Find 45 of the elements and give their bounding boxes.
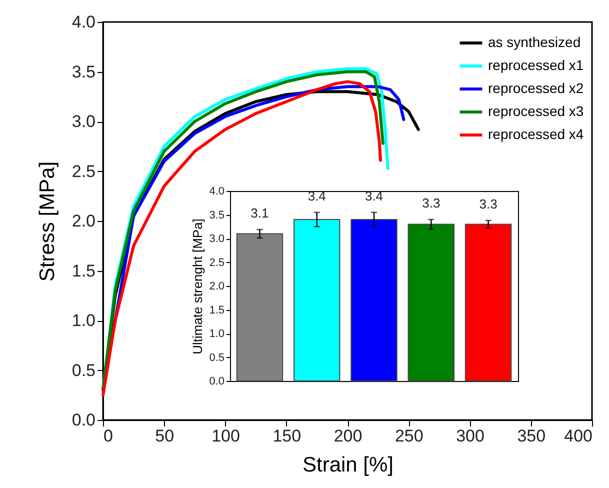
y-axis-title: Ultimate strenght [MPa] (190, 218, 206, 354)
y-tick-label: 2.0 (72, 212, 96, 230)
y-tick-label: 1.0 (209, 328, 224, 340)
legend-label: reprocessed x1 (488, 57, 584, 73)
y-tick-label: 3.5 (209, 209, 224, 222)
x-axis-title: Strain [%] (302, 454, 394, 476)
bar (350, 219, 398, 382)
x-tick-label: 100 (212, 426, 240, 446)
data-label: 3.3 (422, 196, 440, 210)
y-tick-label: 1.0 (72, 311, 96, 330)
y-tick-label: 0.5 (72, 360, 96, 380)
y-tick-label: 1.5 (209, 304, 224, 316)
data-label: 3.4 (308, 188, 326, 204)
y-tick-label: 3.5 (72, 62, 96, 82)
legend-label: reprocessed x4 (488, 126, 584, 142)
x-tick-label: 50 (155, 426, 174, 446)
y-tick-label: 2.5 (72, 162, 96, 181)
x-tick-label: 350 (517, 426, 546, 446)
y-tick-label: 0.5 (209, 352, 224, 364)
bar (408, 224, 454, 382)
y-tick-label: 0.0 (72, 410, 96, 430)
data-label: 3.1 (250, 205, 269, 220)
y-tick-label: 0.0 (209, 376, 224, 388)
legend-label: reprocessed x2 (488, 80, 584, 96)
y-tick-label: 4.0 (72, 12, 96, 32)
legend-label: reprocessed x3 (488, 103, 584, 119)
y-tick-label: 2.5 (209, 256, 224, 269)
bar (294, 219, 340, 382)
y-tick-label: 4.0 (209, 186, 224, 198)
x-tick-label: 300 (456, 426, 484, 446)
y-tick-label: 3.0 (72, 112, 96, 131)
data-label: 3.3 (479, 196, 498, 212)
y-tick-label: 2.0 (209, 280, 224, 292)
x-tick-label: 200 (334, 426, 362, 446)
x-tick-label: 0 (104, 426, 113, 446)
legend-label: as synthesized (488, 34, 581, 50)
bar (236, 233, 284, 382)
x-tick-label: 150 (272, 426, 302, 446)
data-label: 3.4 (364, 188, 384, 204)
y-tick-label: 3.0 (209, 233, 224, 245)
x-tick-label: 400 (564, 426, 592, 446)
y-axis-title: Stress [MPa] (36, 161, 59, 282)
x-tick-label: 250 (394, 426, 424, 446)
y-tick-label: 1.5 (72, 261, 96, 280)
bar (464, 224, 512, 382)
